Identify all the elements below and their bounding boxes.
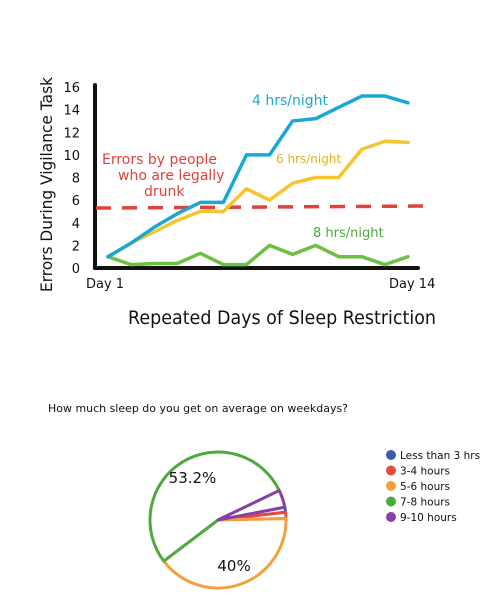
legend-label: 7-8 hours <box>400 497 450 509</box>
x-axis-label: Repeated Days of Sleep Restriction <box>128 307 436 329</box>
series-lines <box>106 94 410 267</box>
legend-swatch <box>386 496 396 507</box>
y-tick-label: 2 <box>72 239 80 254</box>
legend-swatch <box>386 481 396 491</box>
y-tick-label: 0 <box>72 262 80 277</box>
y-tick-label: 12 <box>63 126 80 141</box>
legend-label: Less than 3 hrs <box>400 450 480 462</box>
legend-swatch <box>386 465 396 476</box>
legend-label: 9-10 hours <box>400 512 457 524</box>
y-axis-label: Errors During Vigilance Task <box>37 76 56 292</box>
series-label-4hrs: 4 hrs/night <box>252 93 329 109</box>
series-line-0 <box>106 94 410 259</box>
y-tick-label: 6 <box>72 194 80 209</box>
y-tick-label: 10 <box>63 149 80 164</box>
pie-slice-4 <box>216 489 287 522</box>
pie-title: How much sleep do you get on average on … <box>48 402 348 415</box>
pie-legend: Less than 3 hrs 3-4 hours 5-6 hours 7-8 hou… <box>386 450 480 524</box>
pie-data-label: 53.2% <box>169 469 217 487</box>
series-label-8hrs: 8 hrs/night <box>313 226 384 241</box>
series-line-1 <box>106 139 410 259</box>
line-chart: 0 2 4 6 8 10 12 14 16 Day 1 Day 14 Repeated Days… <box>37 76 436 329</box>
y-tick-label: 4 <box>72 217 80 232</box>
legally-drunk-reference-line <box>95 204 425 210</box>
x-tick-label-end: Day 14 <box>389 277 435 292</box>
reference-line-annotation: Errors by people who are legally drunk <box>102 152 229 200</box>
x-tick-label-start: Day 1 <box>86 277 124 292</box>
series-line-2 <box>106 243 410 267</box>
pie-data-label: 40% <box>217 557 250 575</box>
pie-slice-2 <box>162 517 288 590</box>
legend-label: 5-6 hours <box>400 481 450 493</box>
y-tick-label: 16 <box>63 81 80 96</box>
y-tick-labels: 0 2 4 6 8 10 12 14 16 <box>63 81 80 277</box>
pie-chart: How much sleep do you get on average on … <box>48 402 480 590</box>
legend-swatch <box>386 512 396 522</box>
legend-label: 3-4 hours <box>400 466 450 478</box>
pie-slice-3 <box>148 450 281 563</box>
legend-swatch <box>386 450 396 460</box>
y-tick-label: 14 <box>63 104 80 119</box>
series-label-6hrs: 6 hrs/night <box>276 152 341 166</box>
pie-slices: 40% 53.2% <box>148 450 288 590</box>
y-tick-label: 8 <box>72 172 80 187</box>
